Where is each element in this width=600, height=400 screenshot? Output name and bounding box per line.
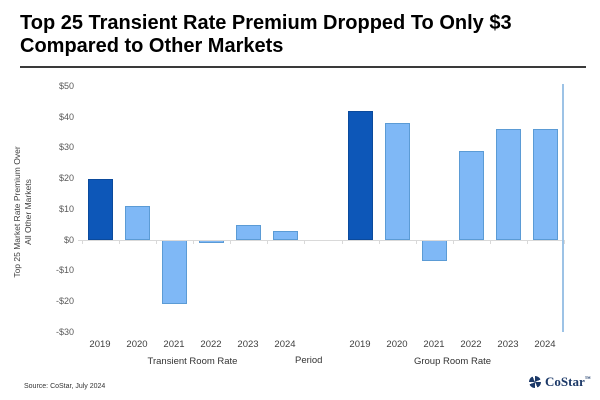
- x-axis-tick: [229, 240, 231, 244]
- x-axis-tick: [155, 240, 157, 244]
- title-divider: [20, 66, 586, 68]
- x-tick-label-transient-2022: 2022: [200, 339, 222, 350]
- x-axis-tick: [489, 240, 491, 244]
- x-axis-tick: [452, 240, 454, 244]
- x-axis-tick: [341, 240, 343, 244]
- x-axis-tick: [526, 240, 528, 244]
- x-tick-label-transient-2019: 2019: [89, 339, 111, 350]
- x-axis-tick: [192, 240, 194, 244]
- x-axis-title: Period: [295, 355, 323, 366]
- bar-transient-2020: [124, 206, 150, 240]
- bar-group-2019: [347, 111, 373, 240]
- costar-logo: CoStar™: [529, 374, 591, 390]
- plot-right-edge-line: [562, 84, 564, 332]
- bar-transient-2024: [272, 230, 298, 240]
- bar-group-2024: [532, 129, 558, 240]
- x-tick-label-group-2023: 2023: [497, 339, 519, 350]
- bar-group-2022: [458, 150, 484, 240]
- bar-group-2020: [384, 123, 410, 240]
- chart-title: Top 25 Transient Rate Premium Dropped To…: [20, 12, 590, 58]
- x-axis-tick: [303, 240, 305, 244]
- x-tick-label-transient-2021: 2021: [163, 339, 185, 350]
- y-tick-label-20: $20: [58, 173, 74, 184]
- x-tick-label-transient-2020: 2020: [126, 339, 148, 350]
- group-label-transient: Transient Room Rate: [147, 356, 238, 367]
- y-axis-title: Top 25 Market Rate Premium Over All Othe…: [12, 127, 34, 297]
- x-tick-label-group-2019: 2019: [349, 339, 371, 350]
- y-tick-label--20: -$20: [55, 295, 74, 306]
- x-tick-label-transient-2023: 2023: [237, 339, 259, 350]
- group-label-group: Group Room Rate: [413, 356, 492, 367]
- y-axis-title-line1: Top 25 Market Rate Premium Over: [12, 146, 22, 278]
- x-axis-tick: [563, 240, 565, 244]
- x-tick-label-group-2021: 2021: [423, 339, 445, 350]
- y-tick-label-50: $50: [58, 81, 74, 91]
- costar-logo-text: CoStar™: [545, 374, 591, 390]
- y-tick-label-40: $40: [58, 111, 74, 122]
- chart-title-line2: Compared to Other Markets: [20, 35, 284, 57]
- costar-logo-icon: [529, 376, 541, 388]
- x-axis-tick: [415, 240, 417, 244]
- x-axis-line: [78, 240, 564, 241]
- bar-group-2021: [421, 240, 447, 262]
- x-axis-tick: [266, 240, 268, 244]
- y-tick-label-0: $0: [63, 234, 74, 245]
- x-axis-tick: [118, 240, 120, 244]
- bar-transient-2021: [161, 240, 187, 305]
- chart-title-line1: Top 25 Transient Rate Premium Dropped To…: [20, 12, 512, 34]
- y-tick-label-30: $30: [58, 142, 74, 153]
- source-note: Source: CoStar, July 2024: [24, 383, 106, 390]
- y-tick-label--10: -$10: [55, 265, 74, 276]
- y-axis-title-line2: All Other Markets: [23, 179, 33, 245]
- y-tick-label-10: $10: [58, 203, 74, 214]
- x-tick-label-group-2022: 2022: [460, 339, 482, 350]
- x-axis-tick: [378, 240, 380, 244]
- bar-group-2023: [495, 129, 521, 240]
- bar-transient-2019: [87, 178, 113, 240]
- x-tick-label-group-2024: 2024: [534, 339, 556, 350]
- costar-logo-trademark: ™: [584, 376, 591, 383]
- y-tick-label--30: -$30: [55, 326, 74, 337]
- x-axis-tick: [81, 240, 83, 244]
- costar-logo-wordmark: CoStar: [545, 374, 585, 389]
- x-tick-label-group-2020: 2020: [386, 339, 408, 350]
- x-tick-label-transient-2024: 2024: [274, 339, 296, 350]
- bar-transient-2023: [235, 224, 261, 240]
